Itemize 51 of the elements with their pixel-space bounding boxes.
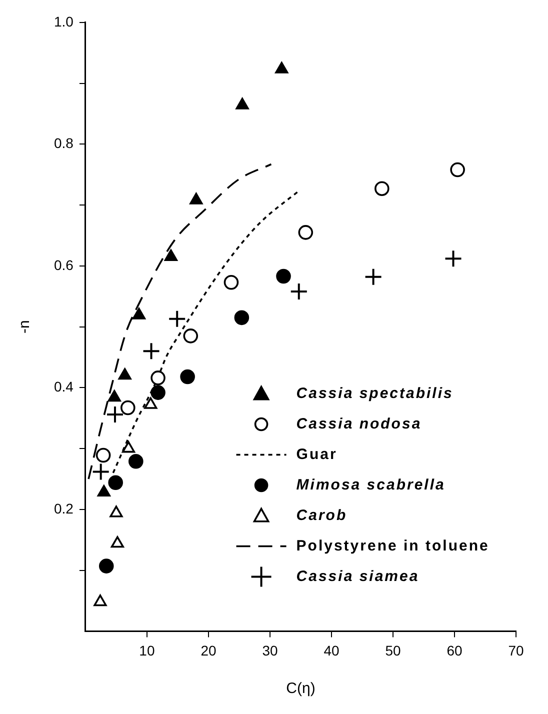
point: [120, 400, 136, 416]
point: [110, 536, 124, 548]
point: [298, 225, 314, 240]
point: [122, 441, 136, 453]
point: [364, 268, 382, 286]
x-tick-label: 60: [446, 642, 462, 658]
point: [97, 484, 110, 497]
legend-label: Guar: [296, 446, 338, 463]
point: [144, 397, 158, 409]
x-tick-label: 40: [324, 642, 340, 658]
point: [110, 506, 123, 518]
y-tick-label: 0.8: [54, 135, 74, 152]
x-tick-label: 30: [262, 642, 278, 658]
point: [183, 328, 198, 344]
point: [150, 370, 166, 386]
y-tick-label: 1.0: [54, 13, 74, 30]
legend-label: Cassia siamea: [296, 568, 420, 585]
point: [98, 558, 114, 574]
point: [108, 475, 123, 490]
point: [128, 454, 144, 469]
y-axis-title: -n: [16, 320, 34, 334]
point: [180, 369, 195, 384]
legend-label: Mimosa scabrella: [296, 476, 446, 494]
point: [106, 405, 124, 424]
x-axis-title: C(η): [286, 680, 316, 698]
x-tick-label: 50: [385, 642, 401, 658]
legend-label: Cassia spectabilis: [296, 384, 454, 402]
legend-label: Polystyrene in toluene: [296, 537, 490, 554]
point: [234, 310, 250, 326]
point: [150, 385, 166, 400]
point: [118, 368, 132, 380]
legend-label: Cassia nodosa: [296, 415, 422, 432]
point: [108, 390, 121, 402]
y-tick-label: 0.2: [54, 500, 74, 516]
y-tick-label: 0.4: [54, 378, 74, 395]
legend-label: Carob: [296, 506, 348, 524]
point: [290, 282, 308, 300]
x-tick-label: 10: [139, 642, 155, 658]
point: [224, 274, 239, 290]
point: [142, 342, 160, 360]
point: [168, 310, 186, 328]
point: [374, 181, 390, 196]
point: [96, 448, 111, 463]
point: [444, 250, 462, 268]
point: [276, 268, 291, 284]
point: [450, 162, 465, 178]
y-tick-label: 0.6: [54, 256, 74, 273]
point: [92, 462, 110, 481]
x-tick-label: 70: [508, 642, 524, 658]
point: [94, 594, 107, 606]
x-tick-label: 20: [200, 642, 216, 658]
